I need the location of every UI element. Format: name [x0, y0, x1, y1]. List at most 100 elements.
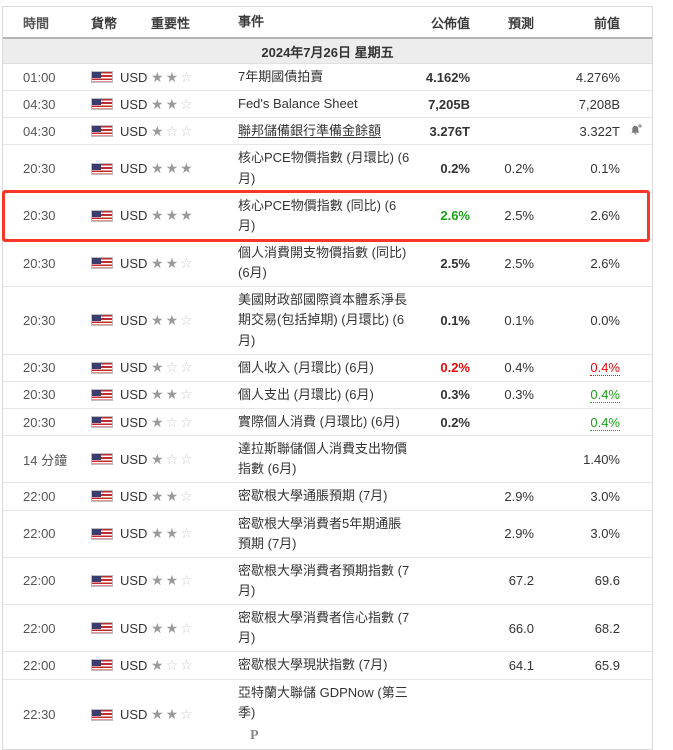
header-time: 時間 [23, 15, 50, 31]
forecast-value: 64.1 [508, 657, 534, 673]
previous-value: 3.0% [590, 488, 620, 504]
previous-value: 2.6% [590, 208, 620, 224]
star-filled-icon: ★ [151, 254, 166, 271]
currency-label: USD [120, 96, 148, 112]
star-empty-icon: ☆ [165, 413, 181, 430]
event-link[interactable]: 密歇根大學通脹預期 (7月) [238, 488, 388, 504]
importance-stars: ★☆☆ [145, 123, 231, 140]
currency-label: USD [120, 488, 148, 504]
star-empty-icon: ☆ [180, 122, 195, 139]
importance-stars: ★★☆ [145, 620, 231, 637]
forecast-value: 0.4% [504, 360, 534, 376]
event-row[interactable]: 20:30 USD ★☆☆ 實際個人消費 (月環比) (6月) 0.2% 0.4… [3, 409, 652, 437]
event-row[interactable]: 20:30 USD ★☆☆ 個人收入 (月環比) (6月) 0.2% 0.4% … [3, 355, 652, 382]
event-link[interactable]: 個人消費開支物價指數 (同比) (6月) [238, 244, 407, 281]
event-link[interactable]: 亞特蘭大聯儲 GDPNow (第三季) [238, 684, 408, 720]
importance-stars: ★☆☆ [145, 414, 231, 431]
event-time: 22:00 [23, 620, 56, 636]
star-empty-icon: ☆ [180, 413, 195, 430]
importance-stars: ★★☆ [145, 312, 231, 329]
star-filled-icon: ★ [165, 706, 181, 722]
star-filled-icon: ★ [180, 160, 195, 177]
us-flag-icon [91, 162, 113, 175]
event-link[interactable]: 個人收入 (月環比) (6月) [238, 359, 374, 375]
star-filled-icon: ★ [151, 706, 166, 722]
us-flag-icon [91, 416, 113, 429]
importance-stars: ★★★ [145, 207, 231, 224]
forecast-value: 0.1% [504, 312, 534, 328]
event-link[interactable]: 7年期國債拍賣 [238, 69, 324, 84]
event-row[interactable]: 22:00 USD ★★☆ 密歇根大學通脹預期 (7月) 2.9% 3.0% [3, 483, 652, 511]
event-row[interactable]: 20:30 USD ★★★ 核心PCE物價指數 (月環比) (6月) 0.2% … [3, 145, 652, 193]
previous-value: 1.40% [583, 451, 620, 467]
event-row[interactable]: 22:00 USD ★☆☆ 密歇根大學現狀指數 (7月) 64.1 65.9 [3, 652, 652, 680]
event-row[interactable]: 22:00 USD ★★☆ 密歇根大學消費者預期指數 (7月) 67.2 69.… [3, 558, 652, 606]
header-actual: 公佈值 [430, 15, 470, 31]
bell-plus-icon[interactable] [629, 123, 643, 140]
event-time: 04:30 [23, 96, 56, 112]
event-time: 20:30 [23, 414, 56, 430]
star-empty-icon: ☆ [180, 487, 195, 504]
event-link[interactable]: 美國財政部國際資本體系淨長期交易(包括掉期) (月環比) (6月) [238, 292, 408, 348]
event-row[interactable]: 04:30 USD ★★☆ Fed's Balance Sheet 7,205B… [3, 91, 652, 119]
star-filled-icon: ★ [151, 359, 166, 376]
importance-stars: ★☆☆ [145, 359, 231, 376]
event-row[interactable]: 20:30 USD ★★☆ 美國財政部國際資本體系淨長期交易(包括掉期) (月環… [3, 287, 652, 355]
event-row[interactable]: 20:30 USD ★★★ 核心PCE物價指數 (同比) (6月) 2.6% 2… [2, 189, 652, 242]
previous-value: 3.322T [579, 123, 620, 139]
event-link[interactable]: 核心PCE物價指數 (月環比) (6月) [238, 150, 410, 186]
event-row[interactable]: 14 分鐘 USD ★☆☆ 達拉斯聯儲個人消費支出物價指數 (6月) 1.40% [3, 436, 652, 484]
event-link[interactable]: 達拉斯聯儲個人消費支出物價指數 (6月) [238, 441, 408, 477]
event-row[interactable]: 22:30 USD ★★☆ 亞特蘭大聯儲 GDPNow (第三季) P [3, 680, 652, 750]
star-empty-icon: ☆ [180, 386, 195, 403]
event-row[interactable]: 04:30 USD ★☆☆ 聯邦儲備銀行準備金餘額 3.276T 3.322T [3, 118, 652, 146]
currency-label: USD [120, 526, 148, 542]
event-link[interactable]: 核心PCE物價指數 (同比) (6月) [238, 197, 397, 233]
event-link[interactable]: 密歇根大學現狀指數 (7月) [238, 657, 388, 673]
header-currency: 貨幣 [91, 15, 118, 31]
star-filled-icon: ★ [151, 122, 166, 139]
currency-label: USD [120, 208, 148, 224]
previous-value: 0.4% [590, 387, 620, 404]
us-flag-icon [91, 527, 113, 540]
star-filled-icon: ★ [165, 254, 181, 271]
event-row[interactable]: 20:30 USD ★★☆ 個人支出 (月環比) (6月) 0.3% 0.3% … [3, 382, 652, 409]
event-row[interactable]: 22:00 USD ★★☆ 密歇根大學消費者5年期通脹預期 (7月) 2.9% … [3, 511, 652, 558]
us-flag-icon [91, 574, 113, 587]
header-importance: 重要性 [151, 15, 191, 31]
importance-stars: ★★★ [145, 160, 231, 177]
event-row[interactable]: 22:00 USD ★★☆ 密歇根大學消費者信心指數 (7月) 66.0 68.… [3, 605, 652, 653]
star-empty-icon: ☆ [165, 656, 181, 673]
star-filled-icon: ★ [151, 656, 166, 673]
event-link[interactable]: 密歇根大學消費者5年期通脹預期 (7月) [238, 515, 402, 551]
us-flag-icon [91, 98, 113, 111]
actual-value: 0.2% [440, 161, 470, 177]
preliminary-marker: P [250, 727, 259, 743]
previous-value: 0.4% [590, 360, 620, 377]
event-link[interactable]: 實際個人消費 (月環比) (6月) [238, 413, 400, 429]
event-row[interactable]: 20:30 USD ★★☆ 個人消費開支物價指數 (同比) (6月) 2.5% … [3, 240, 652, 288]
previous-value: 7,208B [578, 96, 620, 112]
star-empty-icon: ☆ [180, 525, 195, 542]
star-filled-icon: ★ [151, 487, 166, 504]
currency-label: USD [120, 312, 148, 328]
star-empty-icon: ☆ [180, 311, 195, 328]
event-link[interactable]: 個人支出 (月環比) (6月) [238, 386, 374, 402]
event-link[interactable]: 聯邦儲備銀行準備金餘額 [238, 123, 382, 139]
star-filled-icon: ★ [180, 207, 195, 224]
us-flag-icon [91, 453, 113, 466]
event-link[interactable]: 密歇根大學消費者預期指數 (7月) [238, 562, 410, 598]
event-time: 04:30 [23, 123, 56, 139]
us-flag-icon [91, 209, 113, 222]
event-link[interactable]: 密歇根大學消費者信心指數 (7月) [238, 610, 410, 646]
us-flag-icon [91, 490, 113, 503]
currency-label: USD [120, 161, 148, 177]
previous-value: 0.1% [590, 161, 620, 177]
star-filled-icon: ★ [151, 207, 166, 224]
star-empty-icon: ☆ [180, 95, 195, 112]
event-link[interactable]: Fed's Balance Sheet [238, 96, 358, 112]
star-empty-icon: ☆ [180, 450, 195, 467]
previous-value: 0.0% [590, 312, 620, 328]
currency-label: USD [120, 255, 148, 271]
event-row[interactable]: 01:00 USD ★★☆ 7年期國債拍賣 4.162% 4.276% [3, 64, 652, 92]
